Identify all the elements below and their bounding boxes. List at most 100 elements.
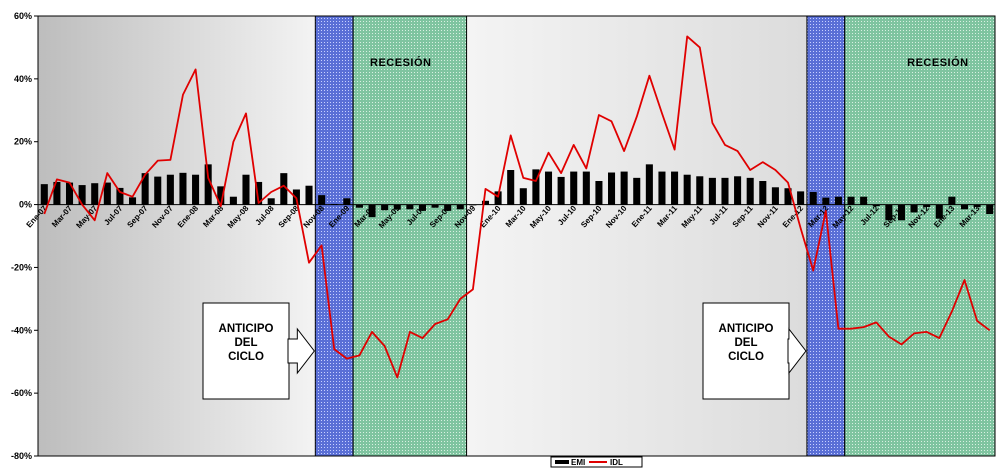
emi-bar	[557, 176, 565, 205]
shaded-periods: RECESIÓN RECESIÓN	[314, 15, 996, 457]
emi-bar	[822, 197, 830, 205]
annotation-text: CICLO	[728, 351, 764, 363]
emi-bar	[620, 171, 628, 205]
emi-bar	[860, 196, 868, 205]
emi-bar	[129, 197, 137, 205]
emi-bar	[217, 186, 225, 205]
annotation-anticipo-del-ciclo: ANTICIPO DEL CICLO	[202, 302, 315, 400]
emi-bar	[255, 181, 263, 205]
emi-bar	[683, 174, 691, 205]
emi-bar	[708, 177, 716, 205]
emi-bar	[305, 185, 313, 205]
emi-bar	[986, 204, 994, 214]
emi-bar	[885, 204, 893, 221]
emi-bar	[570, 171, 578, 205]
emi-bar	[431, 204, 439, 208]
emi-bar	[456, 204, 464, 210]
plot-background	[38, 16, 807, 456]
emi-bar	[406, 204, 414, 210]
emi-bar	[116, 187, 124, 205]
y-tick-label: 60%	[14, 11, 32, 21]
emi-bar	[721, 177, 729, 205]
emi-bar	[797, 191, 805, 205]
emi-bar	[582, 171, 590, 205]
recesion-band	[352, 15, 468, 457]
annotation-text: ANTICIPO	[219, 323, 274, 335]
y-tick-label: -60%	[11, 388, 32, 398]
y-tick-label: 40%	[14, 74, 32, 84]
emi-bar	[608, 172, 616, 205]
emi-bar	[103, 182, 111, 205]
recesion-label: RECESIÓN	[370, 56, 431, 69]
emi-bar	[418, 204, 426, 211]
emi-bar	[78, 185, 86, 205]
emi-bar	[897, 204, 905, 221]
annotation-arrow	[787, 327, 807, 375]
emi-bar	[292, 189, 300, 205]
emi-bar	[734, 176, 742, 205]
emi-bar	[481, 200, 490, 205]
emi-bar	[633, 177, 641, 205]
emi-bar	[784, 188, 792, 205]
emi-bar	[809, 192, 817, 205]
annotation-text: CICLO	[228, 351, 264, 363]
idl-line	[43, 35, 991, 379]
series-emi-bars	[40, 164, 994, 221]
recesion-label: RECESIÓN	[907, 56, 968, 69]
emi-bar	[519, 188, 527, 205]
emi-bar	[595, 181, 603, 205]
emi-bar	[179, 172, 187, 205]
emi-bar	[229, 196, 237, 205]
emi-bar	[318, 195, 326, 205]
emi-bar	[973, 204, 981, 208]
y-tick-label: -80%	[11, 451, 32, 461]
annotation-text: DEL	[235, 337, 258, 349]
emi-bar	[91, 183, 99, 205]
emi-bar	[444, 204, 452, 211]
annotations: ANTICIPO DEL CICLO ANTICIPO DEL CICLO	[202, 302, 807, 400]
annotation-text: ANTICIPO	[719, 323, 774, 335]
emi-bar	[40, 184, 48, 205]
y-tick-label: 20%	[14, 137, 32, 147]
recesion-band	[844, 15, 996, 457]
emi-bar	[834, 196, 842, 205]
plot-border	[37, 15, 996, 457]
annotation-box	[702, 302, 790, 400]
emi-bar	[141, 173, 149, 205]
emi-bar	[280, 173, 288, 205]
emi-bar	[645, 164, 653, 205]
emi-bar	[192, 174, 200, 205]
emi-bar	[343, 198, 351, 205]
series-idl-line	[43, 35, 991, 379]
y-tick-label: 0%	[19, 200, 32, 210]
emi-bar	[960, 204, 969, 210]
emi-bar	[154, 176, 162, 205]
emi-bar	[910, 204, 918, 213]
emi-bar	[355, 204, 363, 208]
legend-idl-label: IDL	[610, 458, 623, 467]
emi-bar	[544, 171, 553, 205]
emi-bar	[696, 176, 704, 205]
emi-bar	[330, 203, 338, 205]
emi-bar	[65, 182, 74, 205]
annotation-anticipo-del-ciclo: ANTICIPO DEL CICLO	[702, 302, 807, 400]
emi-bar	[368, 204, 376, 218]
emi-bar	[771, 187, 779, 205]
emi-bar	[469, 204, 477, 206]
anticipo-band	[806, 15, 846, 457]
anticipo-band	[314, 15, 354, 457]
emi-bar	[847, 196, 855, 205]
emi-bar	[948, 196, 956, 205]
emi-bar	[242, 174, 250, 205]
emi-bar	[53, 181, 61, 205]
emi-bar	[532, 169, 540, 205]
annotation-text: DEL	[735, 337, 758, 349]
emi-bar	[935, 204, 943, 219]
emi-bar	[381, 204, 389, 211]
emi-bar	[507, 170, 515, 205]
emi-bar	[658, 171, 666, 205]
emi-bar	[759, 181, 767, 205]
legend-emi-label: EMI	[571, 458, 585, 467]
legend: EMI IDL	[550, 456, 643, 468]
